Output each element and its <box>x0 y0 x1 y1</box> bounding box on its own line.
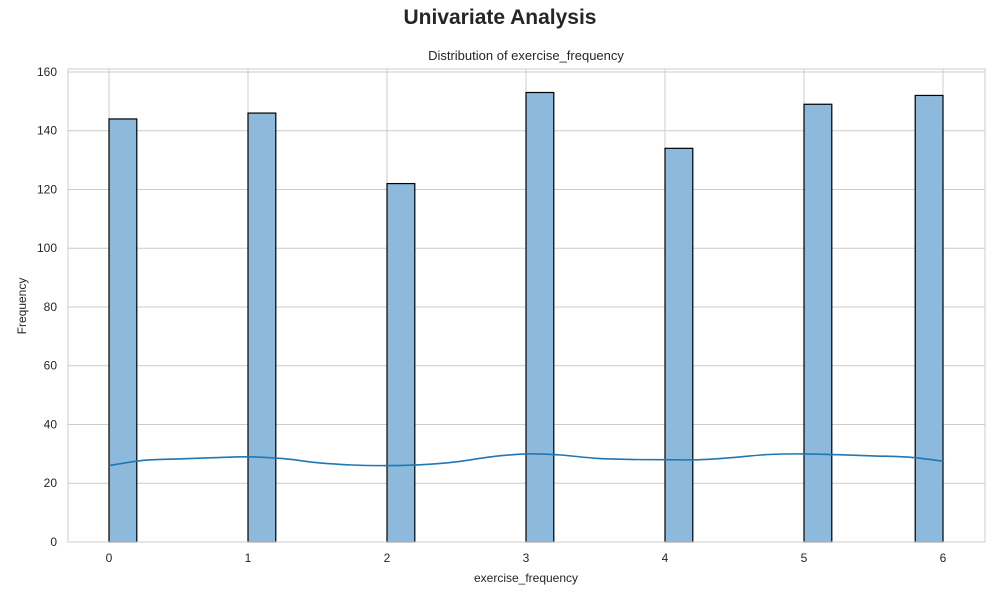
y-tick-label: 40 <box>44 417 58 431</box>
x-tick-labels: 0 1 2 3 4 5 6 <box>106 551 947 565</box>
plot-frame <box>67 68 986 543</box>
x-tick-label: 0 <box>106 551 113 565</box>
histogram-bar <box>914 94 944 543</box>
bars <box>108 91 944 543</box>
y-tick-labels: 0 20 40 60 80 100 120 140 160 <box>37 65 57 549</box>
y-tick-label: 60 <box>44 359 58 373</box>
histogram-bar <box>525 91 555 543</box>
y-tick-label: 100 <box>37 241 57 255</box>
y-tick-label: 0 <box>50 535 57 549</box>
kde-curve <box>108 453 944 467</box>
histogram-bar <box>386 182 416 543</box>
histogram-bar <box>247 112 277 543</box>
x-tick-label: 4 <box>662 551 669 565</box>
y-tick-label: 140 <box>37 124 57 138</box>
x-tick-label: 3 <box>523 551 530 565</box>
x-tick-label: 1 <box>245 551 252 565</box>
x-axis-label: exercise_frequency <box>474 571 578 585</box>
histogram-bar <box>664 147 694 543</box>
histogram-bar <box>108 118 138 543</box>
figure-suptitle: Univariate Analysis <box>403 6 597 29</box>
x-tick-label: 2 <box>384 551 391 565</box>
y-tick-label: 20 <box>44 476 58 490</box>
x-tick-label: 5 <box>801 551 808 565</box>
histogram-bar <box>803 103 833 543</box>
y-axis-label: Frequency <box>15 278 29 335</box>
chart-title: Distribution of exercise_frequency <box>428 48 624 63</box>
y-tick-label: 160 <box>37 65 57 79</box>
y-tick-label: 120 <box>37 182 57 196</box>
y-tick-label: 80 <box>44 300 58 314</box>
x-tick-label: 6 <box>940 551 947 565</box>
